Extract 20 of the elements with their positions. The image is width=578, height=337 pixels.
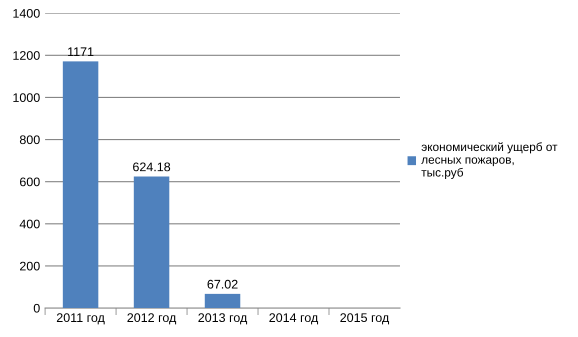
y-tick-label: 600 <box>20 177 40 186</box>
y-tick-label: 800 <box>20 135 40 144</box>
y-tick-label: 1000 <box>13 93 40 102</box>
bar <box>62 61 98 308</box>
bar <box>134 176 170 308</box>
y-tick-label: 0 <box>34 304 40 313</box>
y-tick-label: 200 <box>20 262 40 271</box>
x-tick-label: 2012 год <box>127 313 176 324</box>
y-tick-label: 400 <box>20 220 40 228</box>
y-tick-label: 1200 <box>13 51 40 60</box>
x-tick-label: 2015 год <box>340 313 390 324</box>
y-tick-label: 1400 <box>13 8 40 18</box>
x-tick-label: 2011 год <box>56 313 105 324</box>
legend-label: экономический ущерб от лесных пожаров, тыс.руб <box>421 142 558 179</box>
x-tick-label: 2014 год <box>269 313 318 324</box>
x-tick-label: 2013 год <box>198 313 248 324</box>
bar <box>204 294 240 308</box>
data-label: 624.18 <box>133 162 170 172</box>
data-label: 1171 <box>68 47 94 56</box>
data-label: 67.02 <box>208 280 238 289</box>
